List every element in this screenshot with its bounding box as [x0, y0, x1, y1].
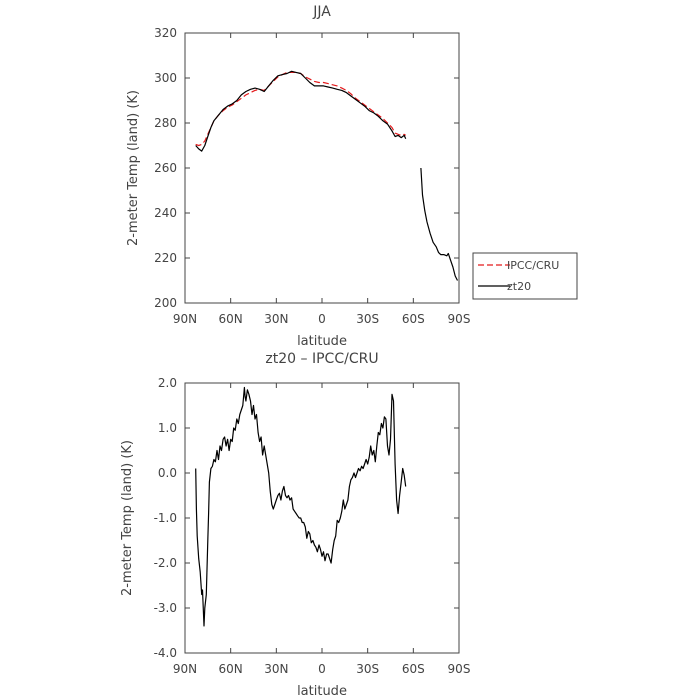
legend-box: [472, 252, 578, 300]
x-tick-label: 60S: [402, 312, 425, 326]
x-tick-label: 90S: [448, 662, 471, 676]
x-tick-label: 90S: [448, 312, 471, 326]
legend: IPCC/CRU zt20: [472, 252, 578, 300]
y-tick-group: -4.0 -3.0 -2.0 -1.0 0.0 1.0 2.0: [154, 376, 459, 660]
y-tick-label: -3.0: [154, 601, 177, 615]
x-tick-label: 60N: [219, 662, 243, 676]
y-tick-label: 240: [154, 206, 177, 220]
y-tick-label: -1.0: [154, 511, 177, 525]
legend-label-ipcc-cru: IPCC/CRU: [507, 259, 559, 272]
x-tick-label: 0: [318, 312, 326, 326]
chart-title: zt20 – IPCC/CRU: [265, 351, 378, 367]
y-tick-label: -4.0: [154, 646, 177, 660]
x-tick-label: 60N: [219, 312, 243, 326]
y-tick-label: 200: [154, 296, 177, 310]
series-group: [195, 386, 407, 627]
y-tick-label: 2.0: [158, 376, 177, 390]
x-tick-label: 30S: [356, 312, 379, 326]
temperature-chart: JJA 200 220 240 260 280 300 320 90N 60N 30N 0 30S 6…: [126, 4, 578, 349]
legend-label-zt20: zt20: [507, 280, 531, 293]
series-line-zt20-2: [420, 167, 459, 281]
x-tick-label: 0: [318, 662, 326, 676]
x-tick-label: 60S: [402, 662, 425, 676]
series-line-zt20-1: [195, 70, 407, 152]
y-tick-label: 320: [154, 26, 177, 40]
y-tick-label: 300: [154, 71, 177, 85]
x-tick-label: 30S: [356, 662, 379, 676]
y-tick-label: -2.0: [154, 556, 177, 570]
chart-title: JJA: [312, 4, 331, 20]
y-tick-label: 260: [154, 161, 177, 175]
y-axis-label: 2-meter Temp (land) (K): [120, 440, 135, 596]
x-tick-label: 90N: [173, 662, 197, 676]
x-tick-group: 90N 60N 30N 0 30S 60S 90S: [173, 33, 471, 326]
y-tick-label: 0.0: [158, 466, 177, 480]
y-tick-label: 280: [154, 116, 177, 130]
y-axis-label: 2-meter Temp (land) (K): [126, 90, 141, 246]
plot-frame: [184, 382, 460, 654]
y-tick-label: 220: [154, 251, 177, 265]
difference-chart: zt20 – IPCC/CRU -4.0 -3.0 -2.0 -1.0 0.0 1.0 2.…: [120, 351, 470, 699]
x-tick-label: 90N: [173, 312, 197, 326]
x-tick-group: 90N 60N 30N 0 30S 60S 90S: [173, 383, 471, 676]
series-group: [195, 70, 459, 281]
x-axis-label: latitude: [297, 334, 347, 349]
x-tick-label: 30N: [264, 312, 288, 326]
x-tick-label: 30N: [264, 662, 288, 676]
y-tick-group: 200 220 240 260 280 300 320: [154, 26, 459, 310]
plot-frame: [184, 32, 460, 304]
series-line-difference-0: [195, 386, 407, 627]
x-axis-label: latitude: [297, 684, 347, 699]
y-tick-label: 1.0: [158, 421, 177, 435]
series-line-ipcc-cru-0: [195, 71, 407, 147]
